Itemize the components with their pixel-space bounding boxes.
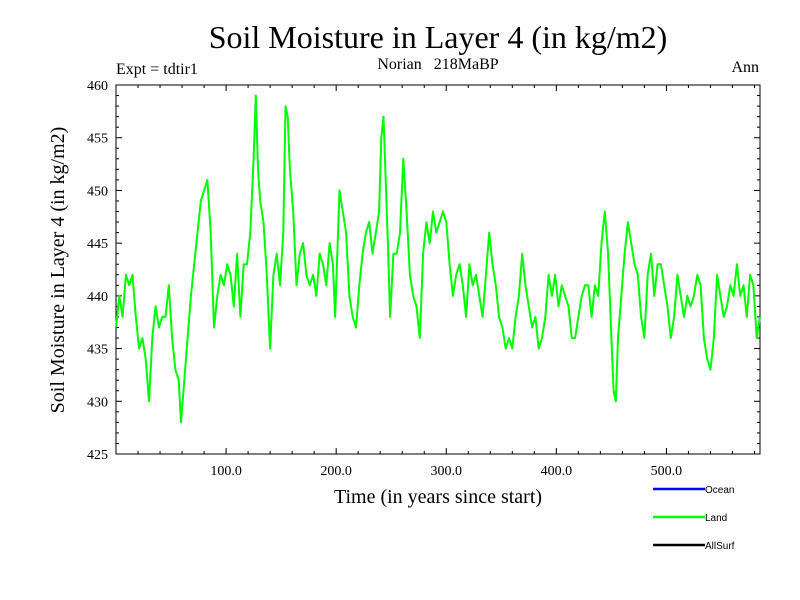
y-tick-label: 440 <box>87 290 108 305</box>
y-tick-label: 450 <box>87 184 108 199</box>
x-tick-label: 200.0 <box>320 464 352 479</box>
x-tick-label: 400.0 <box>541 464 573 479</box>
y-tick-label: 445 <box>87 237 108 252</box>
x-axis-label: Time (in years since start) <box>334 486 542 508</box>
legend-label-land: Land <box>705 513 727 524</box>
y-tick-label: 430 <box>87 395 108 410</box>
subtitle-center: Norian 218MaBP <box>377 56 498 73</box>
legend-label-ocean: Ocean <box>705 485 734 496</box>
x-tick-label: 300.0 <box>431 464 463 479</box>
subtitle-right: Ann <box>731 59 759 76</box>
chart-title: Soil Moisture in Layer 4 (in kg/m2) <box>209 19 668 55</box>
legend-label-allsurf: AllSurf <box>705 541 735 552</box>
series-line-land <box>115 94 761 424</box>
x-axis: 100.0 200.0 300.0 400.0 500.0 <box>137 85 755 479</box>
y-tick-label: 455 <box>87 132 108 147</box>
y-axis: 425 430 435 440 445 450 455 460 <box>87 79 760 463</box>
x-tick-label: 500.0 <box>651 464 683 479</box>
y-tick-label: 435 <box>87 343 108 358</box>
legend: Ocean Land AllSurf <box>653 485 735 552</box>
y-tick-label: 425 <box>87 448 108 463</box>
y-axis-label: Soil Moisture in Layer 4 (in kg/m2) <box>47 127 69 414</box>
x-tick-label: 100.0 <box>210 464 242 479</box>
y-tick-label: 460 <box>87 79 108 94</box>
subtitle-left: Expt = tdtir1 <box>116 61 198 78</box>
plot-frame <box>115 84 761 455</box>
series-layer <box>115 94 761 424</box>
